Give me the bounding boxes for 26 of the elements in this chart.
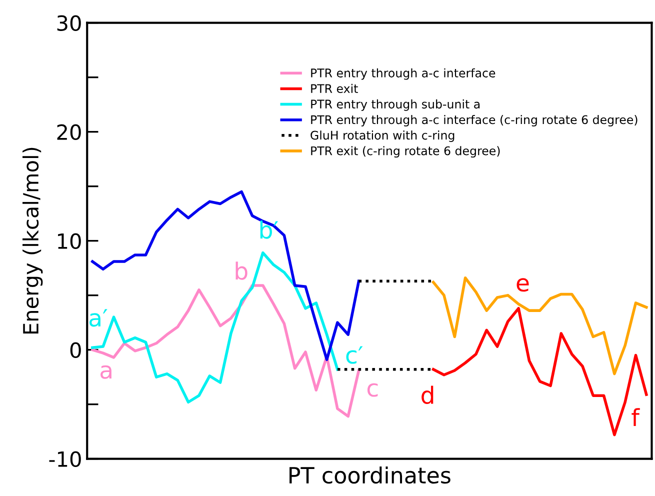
line-series bbox=[432, 306, 648, 436]
y-tick-label: 10 bbox=[58, 233, 81, 250]
annotation: a′ bbox=[90, 309, 108, 327]
annotation: f bbox=[632, 408, 640, 426]
y-axis-title: Energy (lkcal/mol) bbox=[22, 148, 43, 334]
x-axis-title: PT coordinates bbox=[290, 466, 450, 484]
legend-label: PTR entry through a-c interface (c-ring rotate 6 degree) bbox=[311, 114, 638, 126]
line-series bbox=[91, 251, 339, 404]
y-tick-label: 20 bbox=[57, 124, 81, 140]
annotation: b bbox=[236, 262, 248, 280]
annotation: c′ bbox=[346, 346, 363, 364]
line-series bbox=[91, 284, 360, 418]
y-tick-label: 0 bbox=[70, 342, 81, 358]
legend-label: PTR entry through sub-unit a bbox=[311, 99, 480, 111]
annotation: a bbox=[100, 365, 112, 379]
annotation: c bbox=[367, 383, 378, 397]
annotation: b′ bbox=[260, 220, 278, 239]
legend-label: GluH rotation with c-ring bbox=[310, 130, 454, 142]
legend-label: PTR exit (c-ring rotate 6 degree) bbox=[311, 146, 500, 158]
line-series bbox=[432, 276, 648, 376]
legend-label: PTR entry through a-c interface bbox=[311, 68, 496, 80]
annotation: d bbox=[422, 386, 434, 404]
y-tick-label: 30 bbox=[57, 15, 81, 32]
y-tick-label: -10 bbox=[49, 451, 81, 468]
legend-label: PTR exit bbox=[311, 84, 358, 94]
annotation: e bbox=[516, 278, 529, 292]
